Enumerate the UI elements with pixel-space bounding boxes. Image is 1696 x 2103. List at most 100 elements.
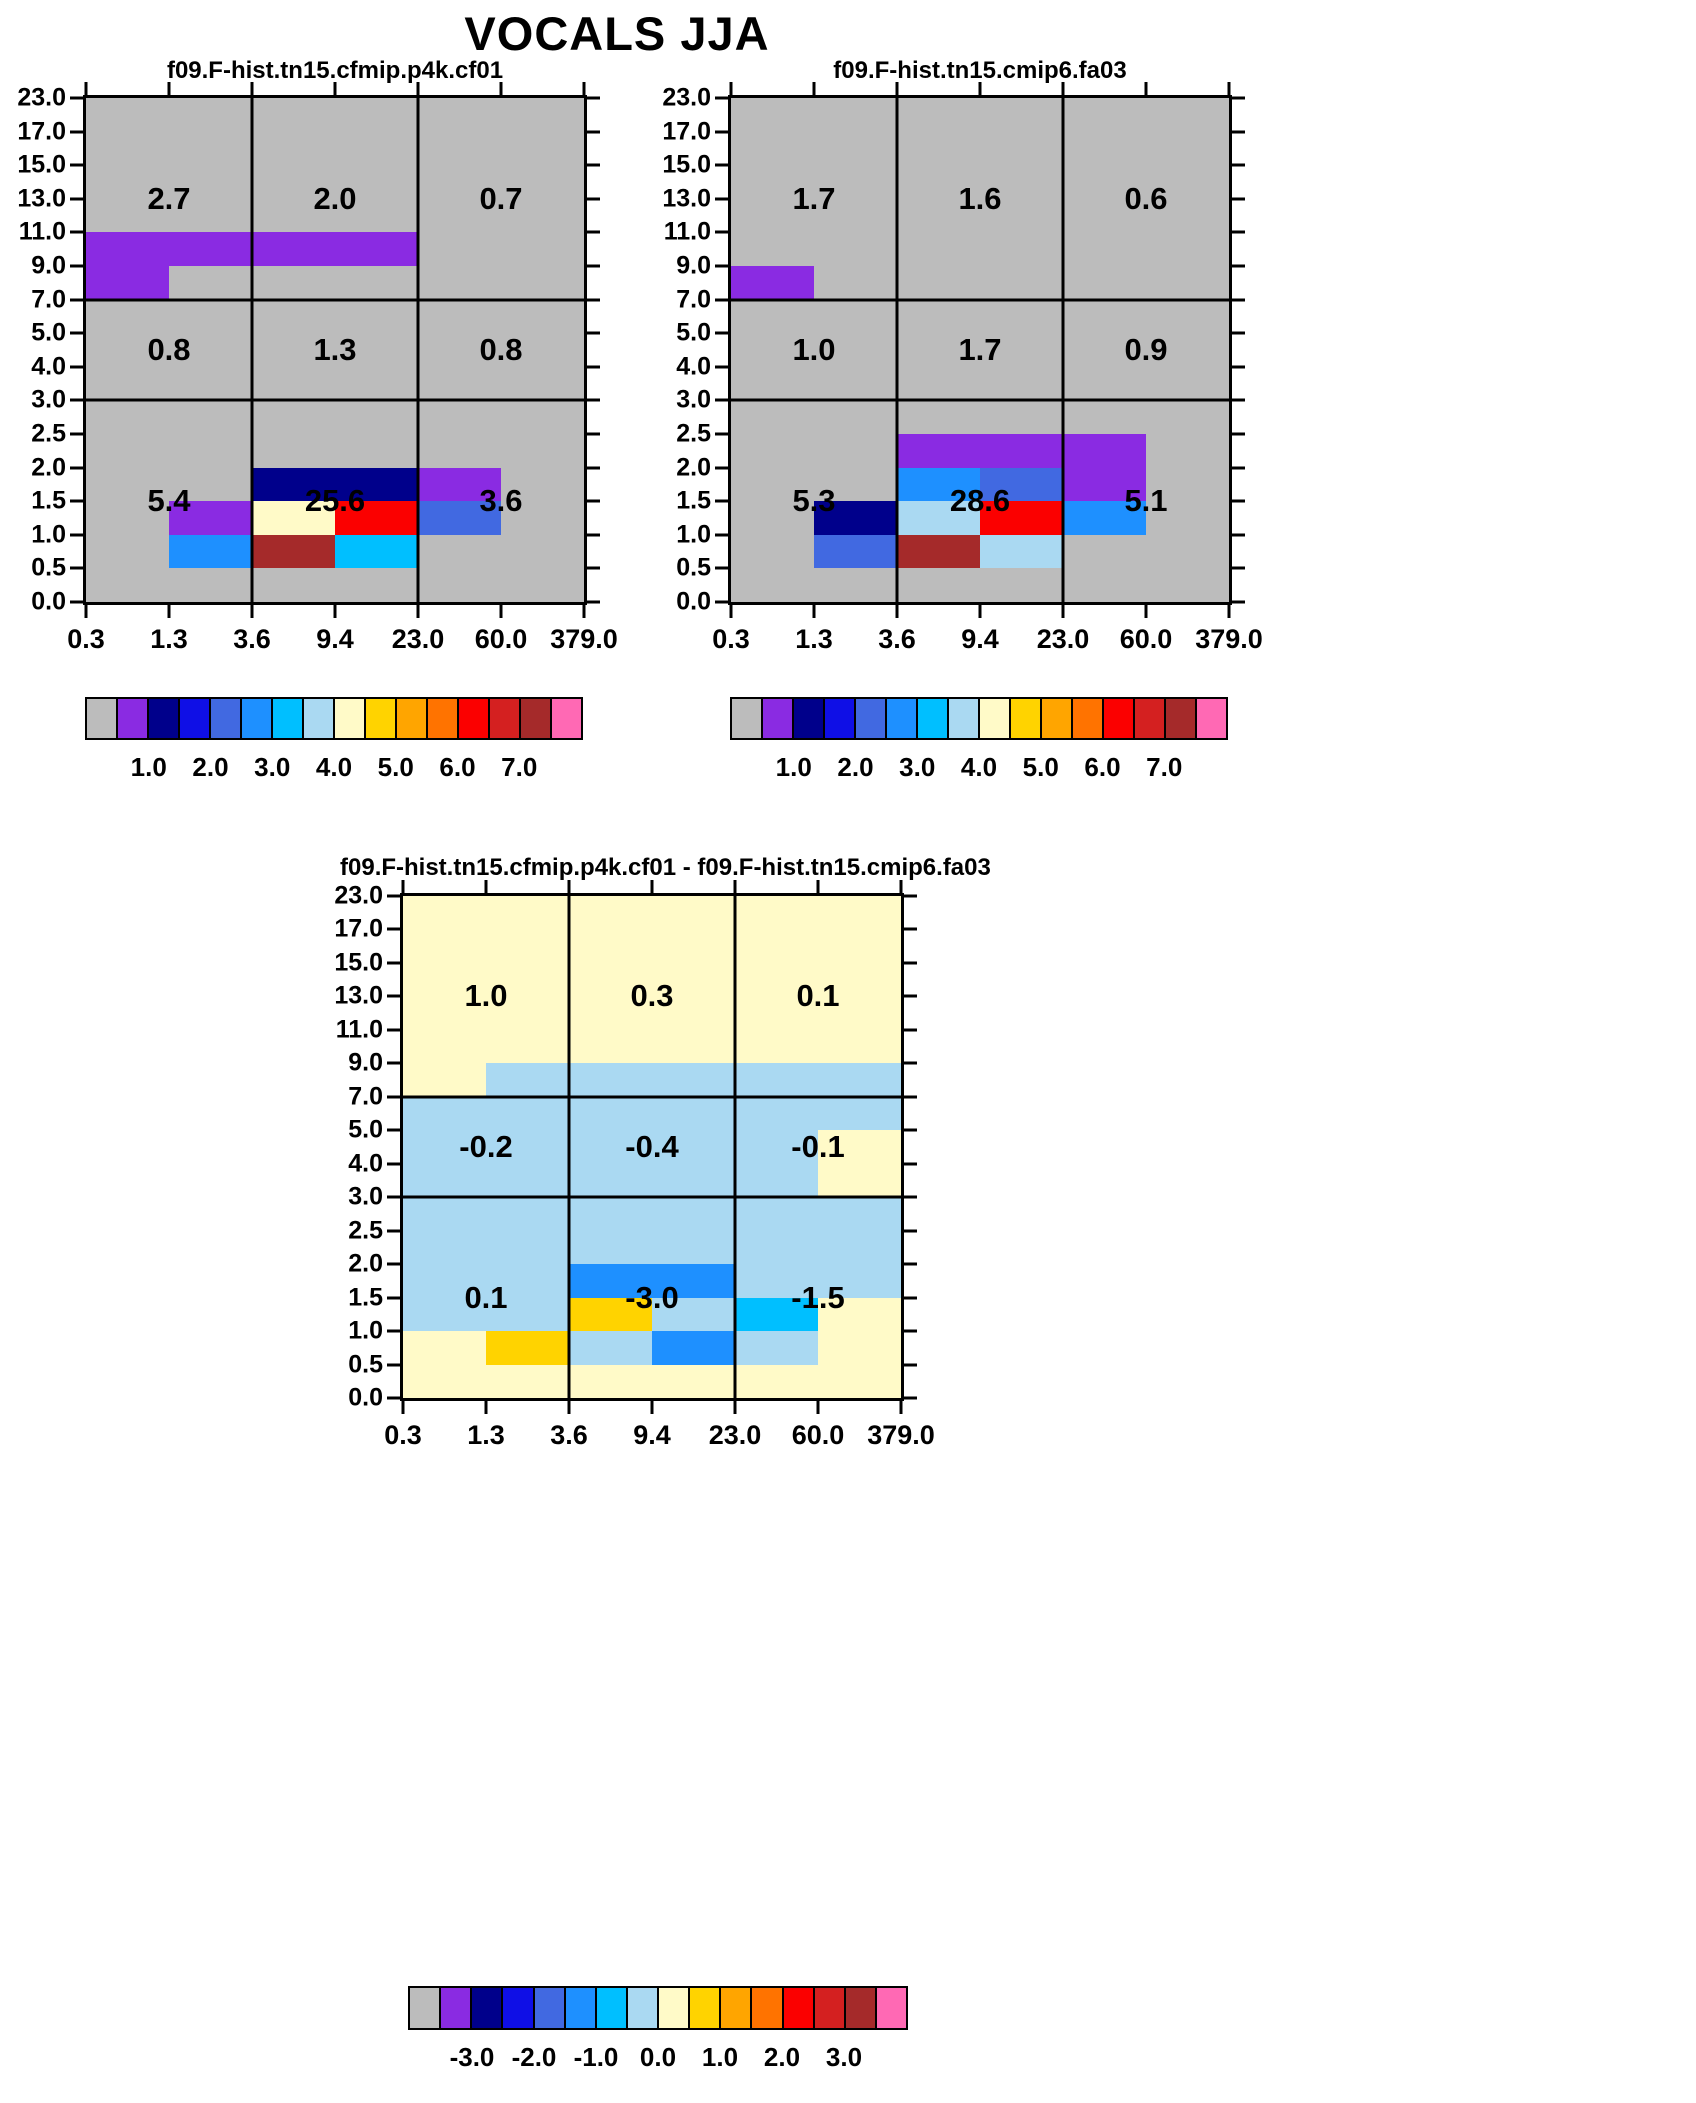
bin-value: 0.7 [479, 180, 523, 216]
y-tick-label: 9.0 [348, 1048, 383, 1077]
x-tick-mark [84, 82, 88, 95]
y-tick-mark [715, 533, 728, 537]
y-tick-label: 3.0 [348, 1182, 383, 1211]
colorbar-segment-dodger [240, 699, 271, 738]
colorbar-segment-brick [1164, 699, 1195, 738]
colorbar-label: 6.0 [439, 752, 476, 782]
grid-line-vertical [1061, 98, 1065, 602]
x-tick-mark [416, 605, 420, 618]
colorbar-segment-gray [732, 699, 761, 738]
colorbar-segment-navy [792, 699, 823, 738]
y-tick-label: 4.0 [676, 352, 711, 381]
x-tick-mark [582, 82, 586, 95]
y-tick-label: 2.0 [31, 453, 66, 482]
x-tick-label: 60.0 [791, 1420, 845, 1450]
bin-value: -3.0 [625, 1279, 679, 1315]
y-tick-label: 1.0 [676, 520, 711, 549]
y-tick-mark [70, 298, 83, 302]
y-tick-mark [1232, 566, 1245, 570]
heatmap-cell-pale [980, 534, 1063, 569]
x-tick-label: 1.3 [467, 1420, 505, 1450]
y-tick-label: 1.0 [31, 520, 66, 549]
y-tick-mark [904, 1028, 917, 1032]
y-tick-mark [587, 365, 600, 369]
colorbar-segment-cream [978, 699, 1009, 738]
y-tick-label: 0.5 [31, 553, 66, 582]
y-tick-mark [904, 1128, 917, 1132]
y-tick-mark [70, 96, 83, 100]
bin-value: 1.7 [792, 180, 836, 216]
y-tick-mark [70, 331, 83, 335]
bin-value: 5.3 [792, 483, 836, 519]
colorbar-segment-red [457, 699, 488, 738]
x-tick-label: 9.4 [633, 1420, 671, 1450]
y-tick-mark [1232, 533, 1245, 537]
y-tick-mark [587, 499, 600, 503]
bin-value: 28.6 [949, 483, 1011, 519]
y-tick-mark [1232, 197, 1245, 201]
grid-line-horizontal [403, 1195, 901, 1199]
x-tick-mark [729, 82, 733, 95]
y-tick-mark [587, 197, 600, 201]
bin-value: 0.1 [796, 978, 840, 1014]
y-tick-label: 15.0 [662, 150, 711, 179]
heatmap-plot-p4k: 0.3 1.3 3.6 9.4 23.0 60.0 379.0 23.0 17.0 15.0 13.… [17, 82, 618, 654]
y-tick-mark [1232, 298, 1245, 302]
x-tick-label: 379.0 [550, 624, 618, 654]
colorbar-label: 7.0 [1146, 752, 1183, 782]
colorbar-segment-purple [116, 699, 147, 738]
y-tick-mark [904, 961, 917, 965]
y-tick-mark [587, 96, 600, 100]
x-tick-mark [895, 82, 899, 95]
grid-line-horizontal [731, 298, 1229, 302]
y-tick-mark [387, 927, 400, 931]
grid-line-vertical [733, 896, 737, 1398]
x-tick-mark [250, 82, 254, 95]
bin-value: 1.7 [958, 332, 1002, 367]
y-tick-mark [587, 331, 600, 335]
x-tick-label: 23.0 [1036, 624, 1090, 654]
colorbar-segment-brick [519, 699, 550, 738]
x-tick-label: 1.3 [795, 624, 833, 654]
grid-line-horizontal [86, 398, 584, 402]
heatmap-cell-sky [735, 1297, 818, 1332]
y-tick-mark [904, 1061, 917, 1065]
y-tick-mark [70, 130, 83, 134]
y-tick-mark [70, 466, 83, 470]
y-tick-label: 4.0 [348, 1149, 383, 1178]
heatmap-cell-purple [169, 501, 252, 535]
y-tick-mark [715, 466, 728, 470]
y-tick-mark [387, 1095, 400, 1099]
heatmap-cell-cream [252, 501, 335, 535]
y-tick-mark [1232, 130, 1245, 134]
colorbar-segment-blue [178, 699, 209, 738]
x-tick-mark [812, 82, 816, 95]
colorbar-segment-gold [688, 1988, 720, 2028]
heatmap-cell-pale [735, 1331, 818, 1365]
y-tick-mark [387, 994, 400, 998]
x-tick-mark [899, 880, 903, 893]
bin-value: 0.3 [630, 978, 674, 1014]
x-tick-label: 23.0 [391, 624, 445, 654]
y-tick-label: 9.0 [31, 251, 66, 280]
colorbar-segment-navy [147, 699, 178, 738]
y-tick-mark [1232, 331, 1245, 335]
colorbar-segment-sky [916, 699, 947, 738]
colorbar-cmip6: 1.0 2.0 3.0 4.0 5.0 6.0 7.0 [730, 697, 1228, 782]
y-tick-mark [587, 264, 600, 268]
colorbar-label: 3.0 [254, 752, 291, 782]
colorbar-segment-orange [395, 699, 426, 738]
y-tick-mark [1232, 432, 1245, 436]
x-tick-mark [1144, 82, 1148, 95]
colorbar-segment-pale [625, 1988, 657, 2028]
colorbar-segment-blue [823, 699, 854, 738]
heatmap-cell-pale [486, 1063, 901, 1097]
x-tick-mark [401, 880, 405, 893]
figure-title: VOCALS JJA [464, 7, 770, 60]
x-tick-mark [899, 1401, 903, 1414]
x-tick-mark [1227, 605, 1231, 618]
heatmap-cell-red [980, 501, 1063, 535]
x-tick-mark [733, 1401, 737, 1414]
x-tick-mark [816, 1401, 820, 1414]
